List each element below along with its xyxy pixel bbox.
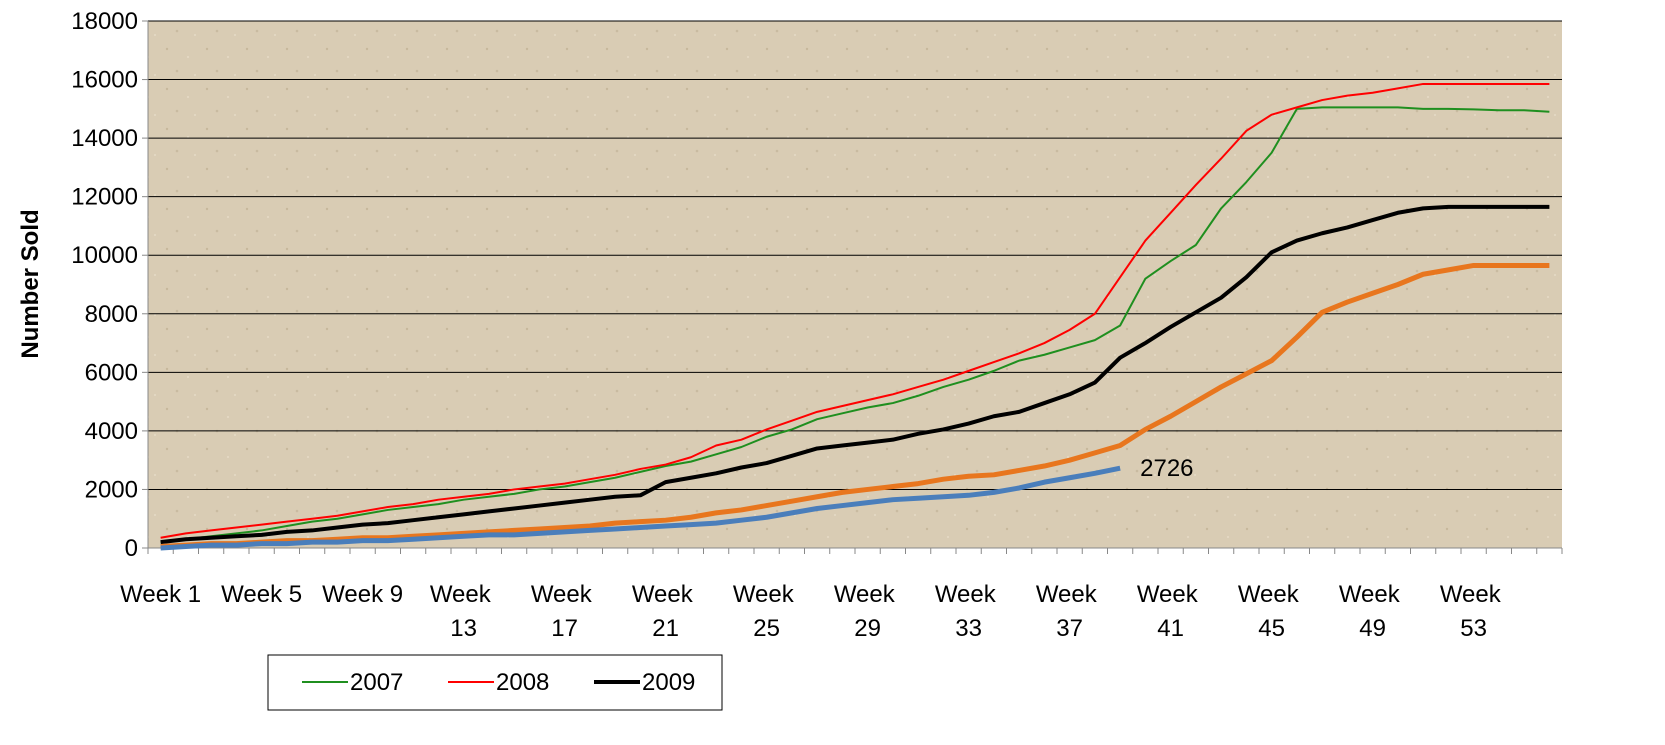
x-tick-label: Week 33 [935,581,1003,642]
y-tick-label: 18000 [71,8,138,35]
x-tick-label-line: 41 [1157,615,1184,642]
x-tick-label-line: 25 [753,615,780,642]
legend-label: 2009 [642,669,695,696]
x-tick-label-line: Week [1238,581,1306,608]
x-tick-label-line: Week [1339,581,1407,608]
legend-label: 2008 [496,669,549,696]
x-tick-label: Week 25 [733,581,801,642]
x-tick-label-line: Week [1036,581,1104,608]
data-label: 2726 [1140,455,1193,482]
x-tick-label: Week 1 [120,581,201,608]
y-tick-label: 0 [125,535,138,562]
x-tick-label-line: Week [632,581,700,608]
x-tick-label-line: 45 [1258,615,1285,642]
x-tick-label-line: 53 [1460,615,1487,642]
x-tick-label: Week 29 [834,581,902,642]
y-tick-label: 16000 [71,67,138,94]
x-tick-label: Week 49 [1339,581,1407,642]
y-tick-label: 6000 [85,359,138,386]
series-line [160,204,1550,545]
x-tick-label-line: Week [935,581,1003,608]
y-tick-label: 10000 [71,242,138,269]
x-tick-label-line: 17 [551,615,578,642]
y-tick-label: 4000 [85,418,138,445]
x-tick-label-line: 29 [854,615,881,642]
x-tick-label: Week 21 [632,581,700,642]
x-tick-label-line: 13 [450,615,477,642]
y-axis-label: Number Sold [17,209,44,358]
series-line [160,82,1550,539]
x-tick-label-line: 33 [955,615,982,642]
x-tick-label: Week 53 [1440,581,1508,642]
x-tick-label-line: 49 [1359,615,1386,642]
x-tick-label: Week 5 [221,581,302,608]
x-tick-label: Week 17 [531,581,599,642]
y-tick-label: 12000 [71,184,138,211]
x-tick-label-line: 37 [1056,615,1083,642]
legend-label: 2007 [350,669,403,696]
x-tick-label: Week 41 [1137,581,1205,642]
series-line [160,262,1550,550]
x-tick-label-line: 21 [652,615,679,642]
plot-area [148,21,1562,548]
x-tick-label-line: Week [1440,581,1508,608]
x-tick-label: Week 13 [430,581,498,642]
y-tick-label: 14000 [71,125,138,152]
x-tick-label: Week 9 [322,581,403,608]
x-tick-label-line: Week [430,581,498,608]
x-tick-label: Week 45 [1238,581,1306,642]
x-tick-label-line: Week [733,581,801,608]
x-tick-label-line: Week [834,581,902,608]
series-line [160,465,1121,551]
series-line [160,106,1550,544]
x-tick-label: Week 37 [1036,581,1104,642]
x-tick-label-line: Week [531,581,599,608]
y-tick-label: 2000 [85,476,138,503]
y-tick-label: 8000 [85,301,138,328]
x-tick-label-line: Week [1137,581,1205,608]
